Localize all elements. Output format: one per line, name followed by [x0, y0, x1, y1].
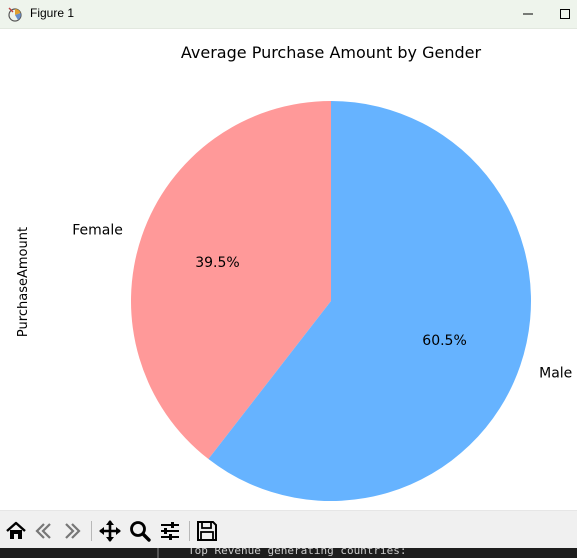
- navigation-toolbar: [0, 510, 577, 548]
- maximize-button[interactable]: [552, 0, 577, 28]
- y-axis-label: PurchaseAmount: [16, 227, 31, 337]
- title-bar[interactable]: Figure 1: [0, 0, 577, 29]
- pan-button[interactable]: [98, 519, 122, 543]
- home-button[interactable]: [4, 519, 28, 543]
- slice-label-male: Male: [539, 365, 572, 381]
- slice-percent-female: 39.5%: [195, 255, 239, 271]
- zoom-magnifier-icon: [130, 521, 151, 542]
- slice-percent-male: 60.5%: [422, 333, 466, 349]
- matplotlib-figure-icon: [8, 7, 22, 22]
- pie-slice-female: [130, 101, 331, 460]
- maximize-icon: [559, 9, 570, 19]
- pan-move-icon: [99, 520, 121, 542]
- save-button[interactable]: [195, 519, 219, 543]
- back-arrow-icon: [35, 523, 51, 539]
- home-icon: [6, 521, 26, 539]
- forward-arrow-icon: [65, 523, 81, 539]
- window-title: Figure 1: [30, 6, 75, 20]
- pie-slice-male: [208, 101, 532, 501]
- terminal-background: Top Revenue generating countries:: [0, 548, 577, 558]
- chart-title: Average Purchase Amount by Gender: [181, 43, 482, 62]
- minimize-icon: [523, 13, 533, 15]
- terminal-gutter: [157, 548, 159, 558]
- slice-label-female: Female: [72, 223, 123, 239]
- zoom-button[interactable]: [128, 519, 152, 543]
- back-button[interactable]: [32, 519, 56, 543]
- save-floppy-icon: [197, 521, 217, 541]
- terminal-output-line: Top Revenue generating countries:: [188, 548, 407, 557]
- figure-canvas[interactable]: Average Purchase Amount by Gender Purcha…: [0, 29, 577, 510]
- sliders-icon: [161, 522, 179, 540]
- toolbar-separator: [91, 521, 92, 541]
- configure-subplots-button[interactable]: [158, 519, 182, 543]
- pie-chart: Average Purchase Amount by Gender Purcha…: [16, 43, 572, 501]
- toolbar-separator: [189, 521, 190, 541]
- minimize-button[interactable]: [508, 0, 548, 28]
- forward-button[interactable]: [60, 519, 84, 543]
